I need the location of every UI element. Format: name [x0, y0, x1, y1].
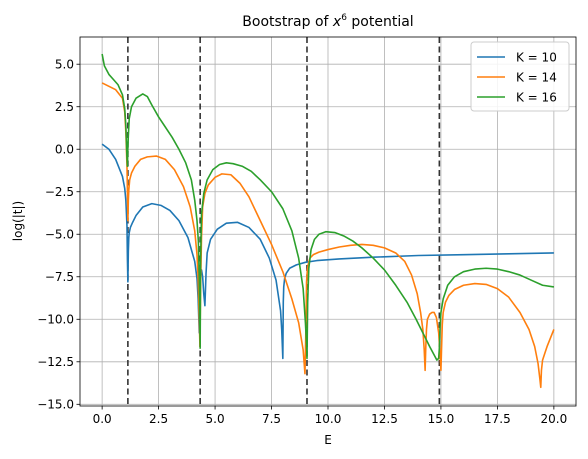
legend-label: K = 16	[516, 90, 557, 104]
x-tick-label: 15.0	[428, 412, 455, 426]
y-tick-label: 5.0	[55, 58, 74, 72]
y-tick-label: 2.5	[55, 100, 74, 114]
chart-title: Bootstrap of x6 potential	[242, 13, 413, 30]
y-tick-label: −12.5	[37, 355, 74, 369]
y-tick-label: −7.5	[45, 270, 74, 284]
y-tick-label: −15.0	[37, 398, 74, 412]
x-tick-label: 7.5	[262, 412, 281, 426]
y-tick-label: −2.5	[45, 185, 74, 199]
y-tick-label: −10.0	[37, 313, 74, 327]
x-tick-label: 2.5	[149, 412, 168, 426]
y-tick-label: −5.0	[45, 228, 74, 242]
x-tick-label: 10.0	[315, 412, 342, 426]
y-axis-label: log(|t|)	[11, 201, 25, 241]
legend-label: K = 14	[516, 70, 557, 84]
y-tick-label: 0.0	[55, 143, 74, 157]
x-tick-label: 12.5	[371, 412, 398, 426]
x-tick-label: 17.5	[484, 412, 511, 426]
x-tick-label: 5.0	[206, 412, 225, 426]
x-tick-label: 0.0	[93, 412, 112, 426]
x-axis-label: E	[324, 433, 332, 447]
x-tick-label: 20.0	[541, 412, 568, 426]
legend: K = 10 K = 14 K = 16	[471, 42, 569, 111]
legend-label: K = 10	[516, 50, 557, 64]
